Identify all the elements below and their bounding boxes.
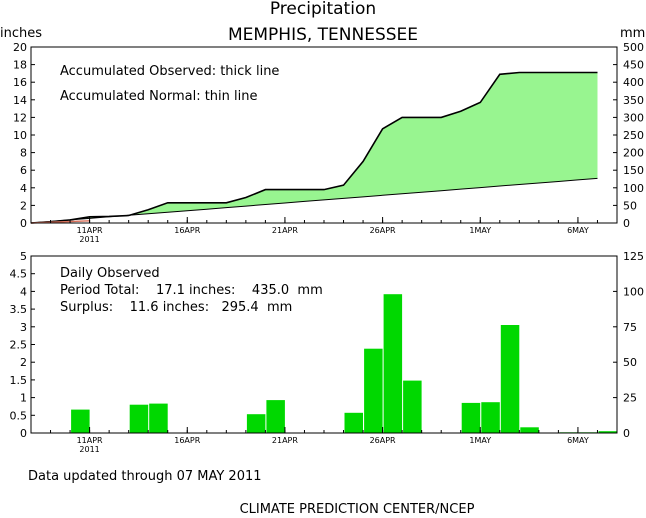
accum-normal-note: Accumulated Normal: thin line	[60, 89, 258, 104]
x-tick-label: 6MAY	[567, 436, 589, 445]
daily-bar	[246, 414, 266, 433]
y-tick-label: 2	[20, 199, 27, 212]
y-tick-label: 4	[20, 285, 27, 298]
y2-tick-label: 75	[623, 321, 637, 334]
y-tick-label: 12	[13, 111, 27, 124]
y2-tick-label: 300	[623, 111, 644, 124]
y2-tick-label: 450	[623, 59, 644, 72]
y-tick-label: 4.5	[10, 268, 28, 281]
y-tick-label: 2	[20, 356, 27, 369]
x-tick-label: 21APR	[272, 436, 298, 445]
y2-tick-label: 350	[623, 94, 644, 107]
daily-panel: 00.511.522.533.544.55025507510012511APR2…	[10, 250, 645, 454]
daily-bar	[520, 427, 539, 433]
y2-tick-label: 200	[623, 147, 644, 160]
daily-bar	[266, 400, 285, 433]
accum-observed-note: Accumulated Observed: thick line	[60, 64, 279, 79]
x-tick-year: 2011	[79, 235, 99, 244]
y-tick-label: 1.5	[10, 374, 28, 387]
daily-bar	[71, 409, 90, 433]
y2-tick-label: 250	[623, 129, 644, 142]
x-tick-label: 11APR	[77, 436, 103, 445]
x-tick-label: 16APR	[174, 226, 200, 235]
y2-tick-label: 500	[623, 41, 644, 54]
x-tick-year: 2011	[79, 445, 99, 454]
y2-tick-label: 150	[623, 164, 644, 177]
y2-tick-label: 50	[623, 356, 637, 369]
y2-tick-label: 100	[623, 182, 644, 195]
y-tick-label: 0	[20, 217, 27, 230]
chart-subtitle: MEMPHIS, TENNESSEE	[228, 25, 418, 45]
y-tick-label: 16	[13, 76, 27, 89]
observed-line	[30, 71, 598, 224]
y-tick-label: 20	[13, 41, 27, 54]
right-unit-label: mm	[620, 26, 645, 41]
y-tick-label: 18	[13, 59, 27, 72]
y-tick-label: 3.5	[10, 303, 28, 316]
y-tick-label: 2.5	[10, 339, 28, 352]
daily-bar	[500, 325, 520, 433]
daily-bar	[149, 403, 168, 433]
x-tick-label: 1MAY	[469, 436, 491, 445]
period-total-note: Period Total: 17.1 inches: 435.0 mm	[60, 283, 323, 298]
y2-tick-label: 25	[623, 392, 637, 405]
y-tick-label: 6	[20, 164, 27, 177]
daily-bar	[598, 431, 617, 433]
daily-bar	[383, 294, 403, 433]
y-tick-label: 4	[20, 182, 27, 195]
y-tick-label: 8	[20, 147, 27, 160]
credit-note: CLIMATE PREDICTION CENTER/NCEP	[240, 502, 475, 517]
y2-tick-label: 0	[623, 427, 630, 440]
daily-bar	[129, 404, 149, 433]
accumulated-panel: 0246810121416182005010015020025030035040…	[13, 41, 644, 244]
y-tick-label: 5	[20, 250, 27, 263]
x-tick-label: 21APR	[272, 226, 298, 235]
y2-tick-label: 50	[623, 199, 637, 212]
x-tick-label: 16APR	[174, 436, 200, 445]
x-tick-label: 1MAY	[469, 226, 491, 235]
surplus-note: Surplus: 11.6 inches: 295.4 mm	[60, 300, 292, 315]
y-tick-label: 1	[20, 392, 27, 405]
y2-tick-label: 125	[623, 250, 644, 263]
y-tick-label: 10	[13, 129, 27, 142]
y-tick-label: 14	[13, 94, 27, 107]
daily-bar	[403, 380, 422, 433]
x-tick-label: 26APR	[370, 226, 396, 235]
y2-tick-label: 100	[623, 285, 644, 298]
daily-bar	[461, 402, 481, 433]
surplus-area	[31, 72, 598, 223]
daily-bar	[344, 412, 363, 433]
daily-bar	[481, 402, 500, 433]
x-tick-label: 26APR	[370, 436, 396, 445]
chart-title: Precipitation	[270, 0, 376, 19]
daily-observed-note: Daily Observed	[60, 266, 160, 281]
y2-tick-label: 400	[623, 76, 644, 89]
left-unit-label: inches	[0, 26, 42, 41]
y-tick-label: 3	[20, 321, 27, 334]
data-updated-note: Data updated through 07 MAY 2011	[28, 469, 262, 484]
y2-tick-label: 0	[623, 217, 630, 230]
y-tick-label: 0.5	[10, 409, 28, 422]
x-tick-label: 6MAY	[567, 226, 589, 235]
y-tick-label: 0	[20, 427, 27, 440]
daily-bar	[364, 348, 383, 433]
x-tick-label: 11APR	[77, 226, 103, 235]
